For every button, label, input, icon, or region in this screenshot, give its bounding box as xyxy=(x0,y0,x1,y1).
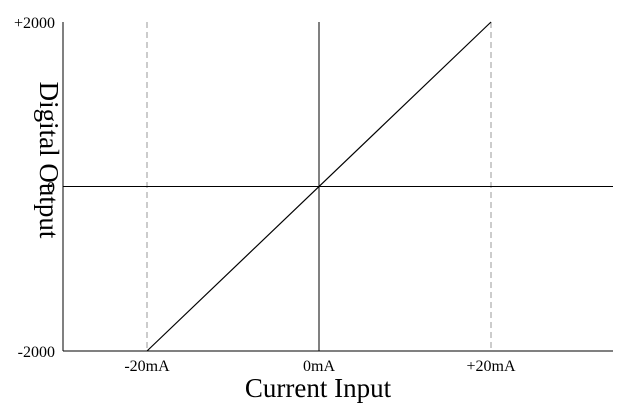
series-line-0 xyxy=(146,21,492,352)
y-tick-label: +2000 xyxy=(14,15,55,32)
y-axis-title: Digital Output xyxy=(34,82,64,239)
plot-area: +2000 0 -2000 -20mA 0mA +20mA xyxy=(14,15,613,375)
y-tick-label: 0 xyxy=(47,180,55,197)
y-tick-label: -2000 xyxy=(18,344,55,361)
x-tick-label: -20mA xyxy=(124,358,170,375)
x-tick-label: 0mA xyxy=(303,358,335,375)
x-tick-label: +20mA xyxy=(466,358,515,375)
x-axis-title: Current Input xyxy=(245,373,392,403)
